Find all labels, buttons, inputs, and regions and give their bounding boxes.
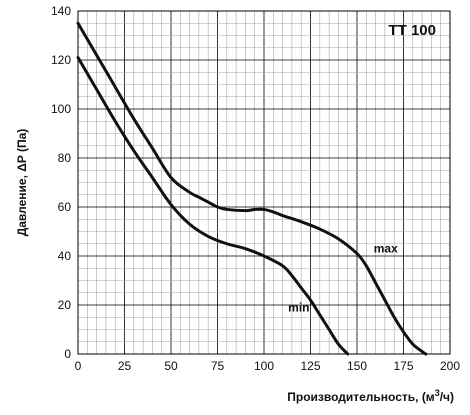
y-tick-label: 100 (51, 102, 71, 116)
curve-label-min: min (288, 300, 309, 314)
x-tick-label: 0 (75, 359, 82, 373)
x-axis-title-tail: /ч) (440, 390, 454, 404)
x-tick-label: 125 (300, 359, 320, 373)
series-line-min (76, 56, 350, 356)
x-tick-label: 50 (164, 359, 178, 373)
x-axis-title-main: Производительность, (м (287, 390, 435, 404)
y-tick-label: 40 (58, 249, 72, 263)
y-tick-label: 120 (51, 53, 71, 67)
curve-label-max: max (374, 242, 398, 256)
x-axis-title: Производительность, (м3/ч) (287, 388, 454, 404)
y-tick-label: 80 (58, 151, 72, 165)
series-layer (76, 21, 428, 356)
x-tick-label: 100 (254, 359, 274, 373)
grid (77, 10, 451, 355)
y-tick-label: 140 (51, 4, 71, 18)
x-tick-label: 150 (347, 359, 367, 373)
y-tick-label: 20 (58, 298, 72, 312)
y-tick-label: 60 (58, 200, 72, 214)
tick-labels: 0 25 50 75 100 125 150 175 200 0 20 40 60 80 100 120 140 (51, 4, 460, 373)
x-tick-label: 75 (211, 359, 225, 373)
x-axis-title-superscript: 3 (435, 388, 440, 398)
chart-title: TT 100 (388, 22, 436, 39)
x-tick-label: 25 (118, 359, 132, 373)
y-tick-label: 0 (64, 347, 71, 361)
x-tick-label: 200 (440, 359, 460, 373)
y-axis-title: Давление, ΔP (Па) (15, 129, 29, 237)
x-tick-label: 175 (393, 359, 413, 373)
plot-frame (77, 10, 451, 355)
series-line-max (76, 21, 428, 356)
